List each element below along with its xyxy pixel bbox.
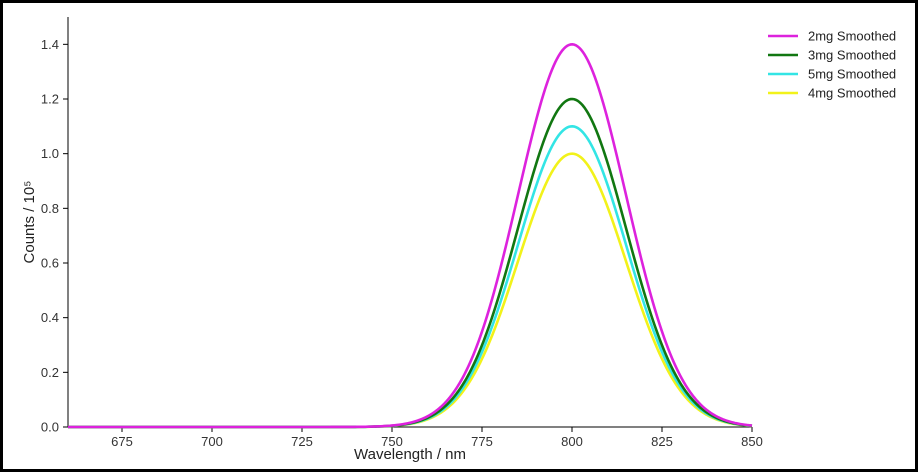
x-tick-label: 775 bbox=[471, 434, 493, 449]
legend-label: 5mg Smoothed bbox=[808, 67, 896, 82]
series-lines bbox=[68, 43, 753, 429]
x-tick-label: 800 bbox=[561, 434, 583, 449]
x-tick-label: 750 bbox=[381, 434, 403, 449]
y-tick-label: 0.2 bbox=[41, 365, 59, 380]
legend-label: 2mg Smoothed bbox=[808, 29, 896, 44]
y-ticks: 0.0 0.2 0.4 0.6 0.8 1.0 1.2 1.4 bbox=[41, 37, 68, 435]
y-tick-label: 0.4 bbox=[41, 310, 59, 325]
y-tick-label: 1.0 bbox=[41, 146, 59, 161]
x-axis-title: Wavelength / nm bbox=[354, 446, 466, 463]
legend-label: 4mg Smoothed bbox=[808, 86, 896, 101]
x-tick-label: 825 bbox=[651, 434, 673, 449]
series-line-3mg-smoothed bbox=[68, 97, 753, 429]
axes bbox=[67, 17, 752, 428]
x-ticks: 675 700 725 750 775 800 825 850 bbox=[111, 427, 763, 449]
legend: 2mg Smoothed 3mg Smoothed 5mg Smoothed 4mg … bbox=[768, 29, 896, 101]
legend-label: 3mg Smoothed bbox=[808, 48, 896, 63]
x-tick-label: 850 bbox=[741, 434, 763, 449]
y-tick-label: 0.8 bbox=[41, 201, 59, 216]
y-tick-label: 0.6 bbox=[41, 256, 59, 271]
y-tick-label: 0.0 bbox=[41, 420, 59, 435]
series-line-5mg-smoothed bbox=[68, 125, 753, 429]
y-tick-label: 1.2 bbox=[41, 92, 59, 107]
y-tick-label: 1.4 bbox=[41, 37, 59, 52]
y-axis-title: Counts / 10⁵ bbox=[21, 181, 38, 264]
x-tick-label: 675 bbox=[111, 434, 133, 449]
x-tick-label: 700 bbox=[201, 434, 223, 449]
series-line-2mg-smoothed bbox=[68, 43, 753, 429]
x-tick-label: 725 bbox=[291, 434, 313, 449]
